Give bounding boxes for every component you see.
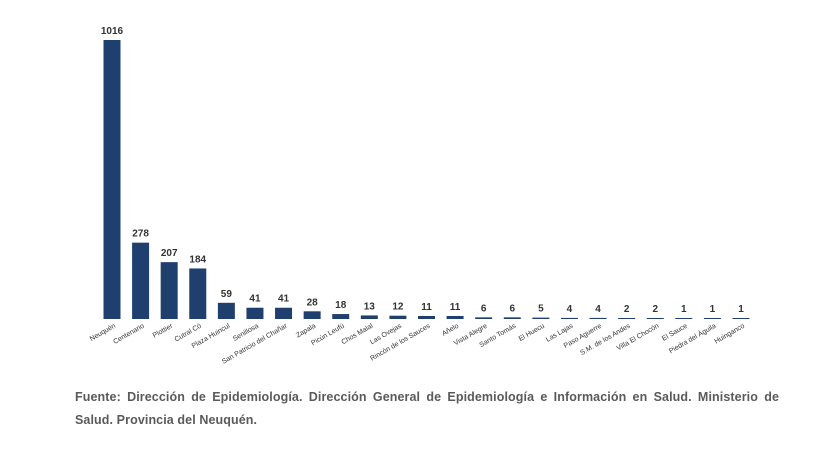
data-label: 11 bbox=[450, 302, 461, 313]
x-tick-label: Plottier bbox=[152, 322, 175, 339]
bar-17 bbox=[589, 317, 607, 319]
x-tick-label: Huinganco bbox=[714, 323, 747, 346]
bar-18 bbox=[618, 318, 636, 319]
data-label: 28 bbox=[307, 297, 319, 308]
bar-19 bbox=[646, 318, 664, 319]
x-tick-label: S.M. de los Andes bbox=[579, 322, 632, 357]
bar-9 bbox=[360, 315, 378, 319]
data-label: 41 bbox=[278, 294, 290, 305]
bar-0 bbox=[103, 40, 121, 319]
data-label: 6 bbox=[509, 303, 515, 314]
bar-3 bbox=[189, 268, 207, 319]
data-label: 41 bbox=[249, 294, 261, 305]
source-note: Fuente: Dirección de Epidemiología. Dire… bbox=[75, 390, 779, 427]
bar-16 bbox=[560, 317, 578, 319]
data-label: 2 bbox=[652, 304, 658, 315]
bar-11 bbox=[418, 315, 435, 319]
bar-14 bbox=[503, 317, 521, 319]
data-label: 4 bbox=[595, 304, 601, 315]
data-label: 12 bbox=[392, 302, 404, 313]
bar-6 bbox=[275, 307, 293, 319]
data-label: 278 bbox=[132, 229, 149, 240]
data-label: 18 bbox=[335, 300, 347, 311]
data-label: 184 bbox=[189, 254, 206, 265]
data-label: 4 bbox=[567, 304, 573, 315]
bar-15 bbox=[532, 317, 550, 319]
bar-20 bbox=[675, 318, 693, 319]
data-label: 1 bbox=[681, 304, 687, 315]
data-label: 6 bbox=[481, 303, 487, 314]
data-label: 5 bbox=[538, 304, 544, 315]
data-label: 1016 bbox=[101, 26, 124, 37]
x-tick-label: El Huecu bbox=[518, 323, 546, 343]
bar-1 bbox=[132, 242, 150, 319]
x-tick-label: Centenario bbox=[112, 323, 145, 346]
data-label: 11 bbox=[421, 302, 432, 313]
bar-8 bbox=[332, 314, 350, 319]
bar-chart: 1016Neuquén278Centenario207Plottier184Cu… bbox=[89, 26, 750, 366]
data-label: 2 bbox=[624, 304, 630, 315]
x-tick-label: Zapala bbox=[295, 323, 317, 340]
data-label: 59 bbox=[221, 289, 233, 300]
data-label: 1 bbox=[738, 304, 744, 315]
x-tick-label: Añelo bbox=[441, 323, 460, 338]
bar-22 bbox=[732, 318, 750, 319]
bar-21 bbox=[703, 318, 721, 319]
bar-12 bbox=[446, 315, 464, 319]
data-label: 1 bbox=[710, 304, 716, 315]
bar-13 bbox=[475, 317, 493, 319]
x-tick-label: Piedra del Águila bbox=[667, 321, 717, 355]
data-label: 207 bbox=[161, 248, 178, 259]
bar-2 bbox=[160, 262, 178, 319]
bar-10 bbox=[389, 315, 407, 319]
bar-7 bbox=[303, 311, 321, 319]
bar-5 bbox=[246, 307, 264, 319]
data-label: 13 bbox=[364, 301, 376, 312]
bar-4 bbox=[217, 302, 235, 319]
